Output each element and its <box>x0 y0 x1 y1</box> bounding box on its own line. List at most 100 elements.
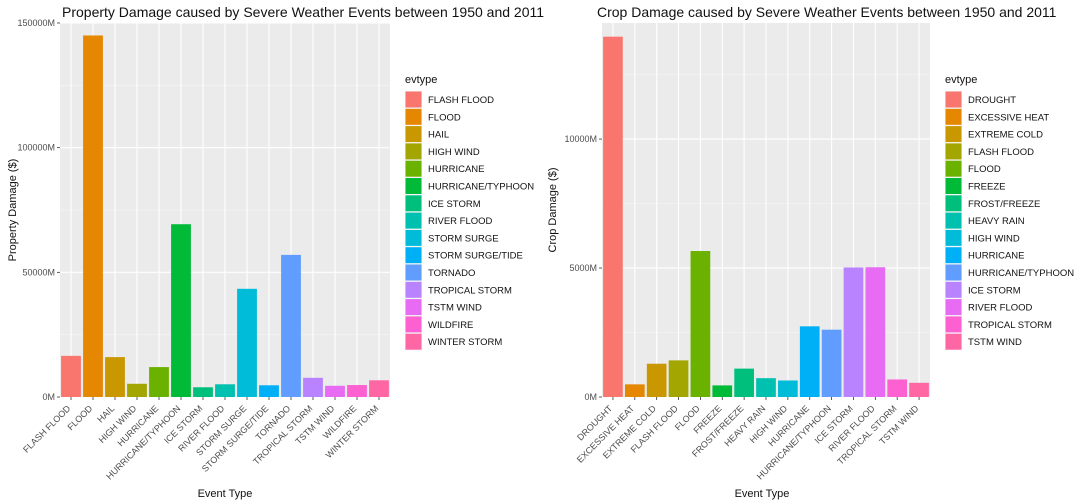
legend-key <box>405 229 422 246</box>
x-axis-title: Event Type <box>735 488 790 500</box>
legend-key <box>945 247 962 264</box>
bar <box>624 384 645 397</box>
bar <box>61 355 81 397</box>
legend-label: TORNADO <box>428 268 475 279</box>
bar <box>127 383 147 397</box>
legend-label: HURRICANE <box>428 164 484 175</box>
y-axis-title: Crop Damage ($) <box>547 168 559 253</box>
legend-key <box>405 143 422 160</box>
legend-key <box>945 160 962 177</box>
bar <box>215 384 235 397</box>
legend-label: HAIL <box>428 130 449 141</box>
bar <box>690 251 711 397</box>
y-tick-label: 100000M <box>17 143 55 153</box>
bar <box>603 36 623 397</box>
bar <box>909 382 929 397</box>
bar <box>799 326 820 397</box>
legend-key <box>945 229 962 246</box>
y-tick-label: 10000M <box>564 134 597 144</box>
legend-key <box>405 333 422 350</box>
bar <box>369 380 389 397</box>
legend-key <box>945 143 962 160</box>
legend-key <box>945 91 962 108</box>
legend-key <box>945 264 962 281</box>
legend-label: TROPICAL STORM <box>428 285 512 296</box>
legend-label: STORM SURGE <box>428 233 499 244</box>
legend-key <box>405 126 422 143</box>
bar <box>83 35 103 397</box>
legend-label: HURRICANE <box>968 251 1024 262</box>
legend-label: FLOOD <box>428 112 461 123</box>
bar <box>171 224 191 397</box>
legend-label: HURRICANE/TYPHOON <box>428 182 534 193</box>
legend-key <box>405 316 422 333</box>
legend-label: FLASH FLOOD <box>968 147 1034 158</box>
legend-label: HURRICANE/TYPHOON <box>968 268 1074 279</box>
legend-key <box>945 316 962 333</box>
legend-label: HIGH WIND <box>428 147 480 158</box>
legend-key <box>405 108 422 125</box>
x-tick-label: FLASH FLOOD <box>21 403 73 455</box>
legend-label: RIVER FLOOD <box>428 216 493 227</box>
legend-label: EXTREME COLD <box>968 130 1043 141</box>
bar <box>778 380 798 397</box>
bar <box>843 267 864 397</box>
x-tick-label: FLOOD <box>65 403 94 432</box>
legend-label: STORM SURGE/TIDE <box>428 251 523 262</box>
legend-label: EXCESSIVE HEAT <box>968 112 1049 123</box>
legend-title: evtype <box>405 74 437 86</box>
legend-key <box>405 91 422 108</box>
legend-title: evtype <box>945 74 977 86</box>
bar <box>259 385 279 397</box>
legend-key <box>945 195 962 212</box>
legend-key <box>405 160 422 177</box>
legend-label: HIGH WIND <box>968 233 1020 244</box>
bar <box>756 378 776 397</box>
chart-title: Crop Damage caused by Severe Weather Eve… <box>597 4 1057 20</box>
y-tick-label: 150000M <box>17 18 55 28</box>
legend-label: ICE STORM <box>428 199 481 210</box>
bar <box>821 329 842 397</box>
legend-key <box>945 178 962 194</box>
legend-label: RIVER FLOOD <box>968 303 1033 314</box>
bar <box>712 385 733 397</box>
bar <box>281 254 301 397</box>
y-tick-label: 5000M <box>569 263 597 273</box>
legend-key <box>405 178 422 194</box>
legend-label: FROST/FREEZE <box>968 199 1040 210</box>
legend-key <box>405 247 422 264</box>
chart-title: Property Damage caused by Severe Weather… <box>62 4 544 20</box>
y-tick-label: 0M <box>584 392 597 402</box>
legend-label: HEAVY RAIN <box>968 216 1025 227</box>
legend-label: DROUGHT <box>968 95 1016 106</box>
crop-damage-chart: Crop Damage caused by Severe Weather Eve… <box>547 4 1074 500</box>
bar <box>668 360 689 397</box>
bar <box>193 387 213 397</box>
bar <box>149 367 169 397</box>
property-damage-chart: Property Damage caused by Severe Weather… <box>7 4 544 500</box>
x-axis-title: Event Type <box>198 488 253 500</box>
legend-key <box>405 299 422 316</box>
bar <box>887 379 908 397</box>
y-tick-label: 50000M <box>22 267 55 277</box>
legend-label: TSTM WIND <box>428 303 482 314</box>
legend-key <box>945 333 962 350</box>
bar <box>303 377 323 397</box>
legend-label: ICE STORM <box>968 285 1021 296</box>
legend-key <box>945 281 962 298</box>
legend-label: WINTER STORM <box>428 337 502 348</box>
bar <box>734 368 754 397</box>
legend-label: TROPICAL STORM <box>968 320 1052 331</box>
legend-key <box>945 126 962 143</box>
legend-key <box>945 299 962 316</box>
legend-label: WILDFIRE <box>428 320 473 331</box>
bar <box>865 267 886 397</box>
legend-label: FLASH FLOOD <box>428 95 494 106</box>
legend-key <box>405 281 422 298</box>
legend-label: TSTM WIND <box>968 337 1022 348</box>
bar <box>237 288 257 397</box>
legend-key <box>405 212 422 229</box>
bar <box>646 363 667 397</box>
legend-key <box>945 108 962 125</box>
legend-key <box>945 212 962 229</box>
